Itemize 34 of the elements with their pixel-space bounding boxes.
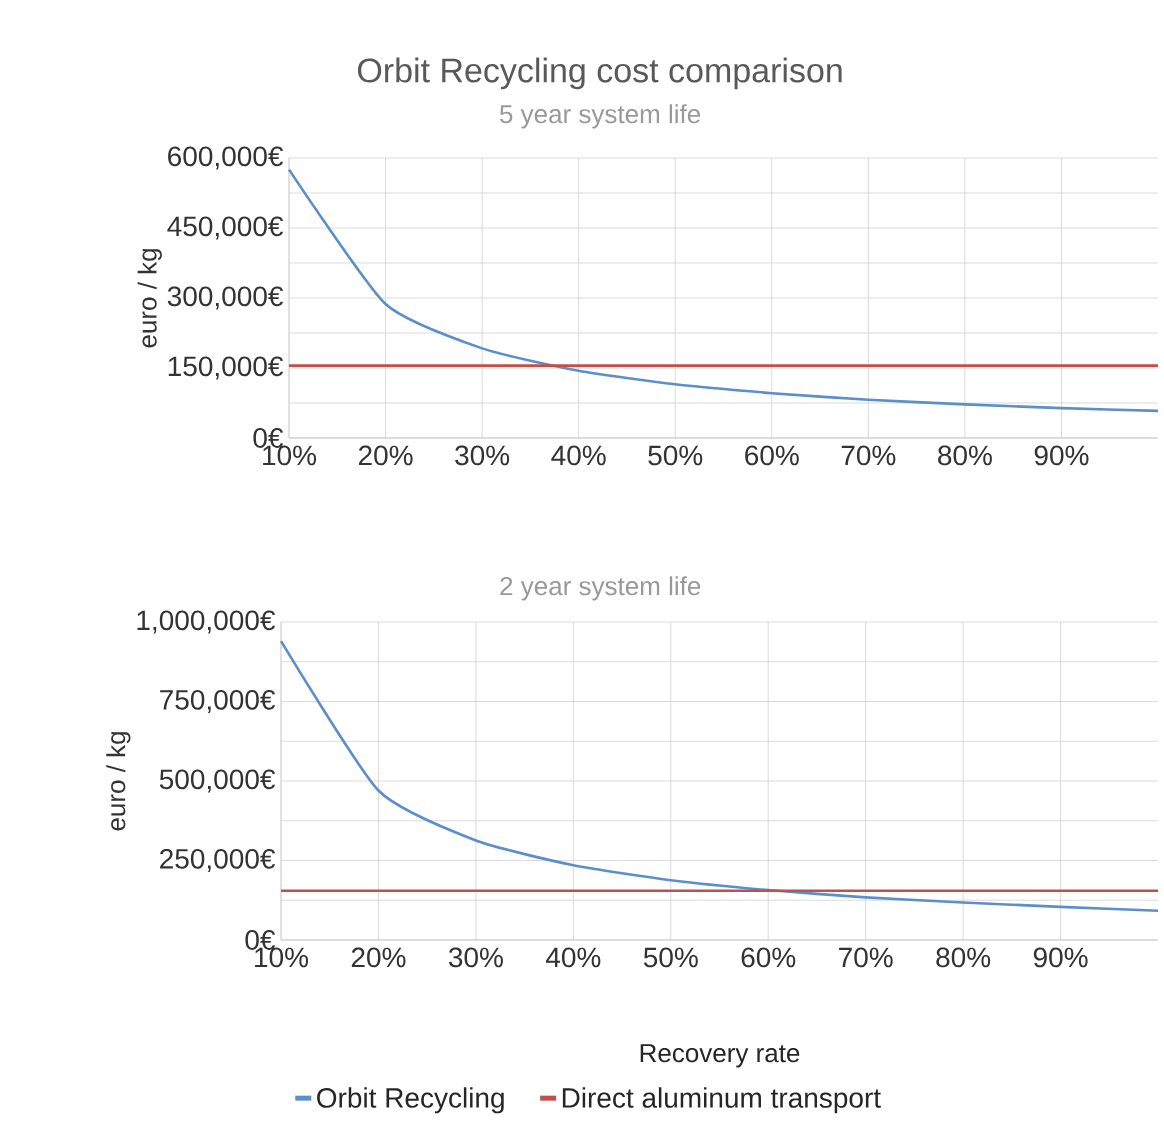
x-tick-label: 40%	[545, 947, 601, 968]
line-series	[279, 639, 1160, 913]
x-tick-label: 70%	[839, 947, 893, 968]
x-tick-label: 20%	[358, 445, 413, 466]
y-tick-label: 500,000€	[159, 769, 276, 793]
y-tick-label: 300,000€	[167, 286, 284, 310]
x-tick-label: 60%	[741, 947, 796, 968]
legend-label: Direct aluminum transport	[562, 1087, 881, 1114]
y-tick-label: 600,000€	[168, 146, 284, 170]
x-tick-label: 90%	[1034, 445, 1089, 466]
legend-label: Orbit Recycling	[317, 1087, 504, 1114]
y-tick-label: 150,000€	[168, 356, 284, 380]
x-tick-label: 50%	[643, 947, 698, 968]
y-tick-label: 450,000€	[167, 216, 284, 240]
chart-subtitle: 5 year system life	[500, 104, 701, 129]
x-tick-label: 30%	[455, 445, 510, 466]
x-tick-label: 60%	[745, 445, 799, 466]
x-tick-label: 40%	[551, 445, 606, 466]
y-tick-label: 250,000€	[160, 848, 276, 873]
chart-title: Orbit Recycling cost comparison	[357, 57, 842, 90]
x-tick-label: 20%	[351, 947, 406, 968]
x-tick-label: 90%	[1033, 947, 1088, 968]
y-axis-title: euro / kg	[137, 249, 162, 348]
y-tick-label: 1,000,000€	[137, 610, 276, 634]
y-tick-label: 750,000€	[160, 689, 276, 714]
x-tick-label: 80%	[936, 947, 991, 968]
line-series	[287, 168, 1160, 413]
y-axis-title: euro / kg	[106, 732, 131, 831]
x-tick-label: 80%	[938, 445, 992, 466]
chart-title: 2 year system life	[500, 576, 701, 601]
x-tick-label: 30%	[448, 947, 503, 968]
x-axis-title: Recovery rate	[640, 1044, 800, 1068]
x-tick-label: 70%	[841, 445, 896, 466]
x-tick-label: 50%	[648, 445, 703, 466]
